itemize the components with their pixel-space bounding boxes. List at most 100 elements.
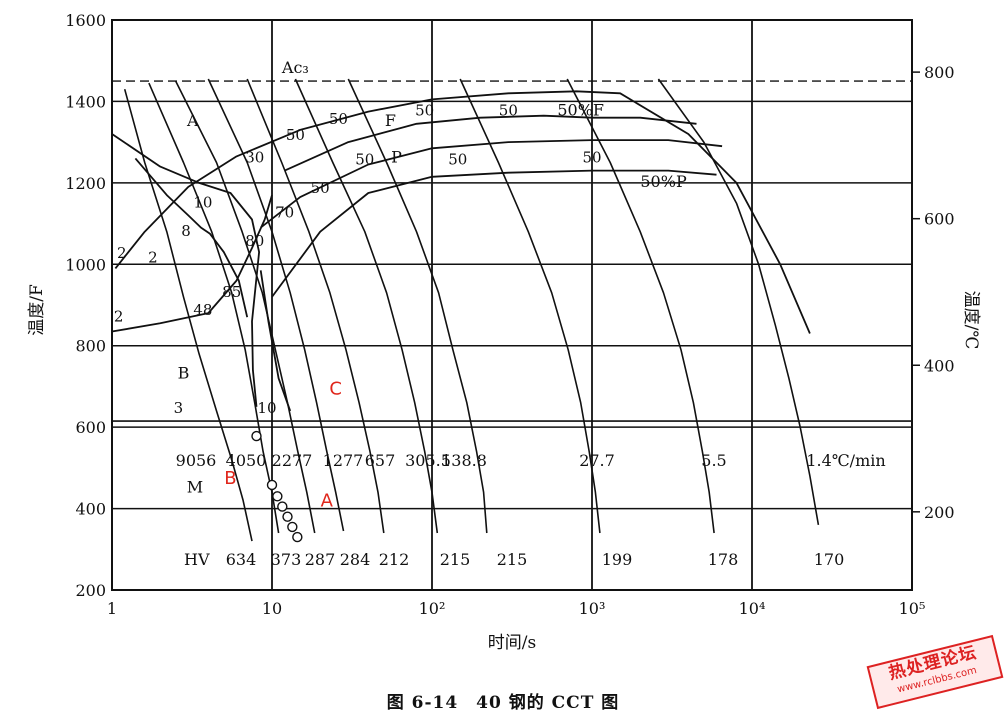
cooling-curve bbox=[459, 78, 601, 534]
cooling-rate-label: 27.7 bbox=[579, 451, 615, 470]
phase-boundary bbox=[260, 139, 723, 229]
percent-label: 50 bbox=[311, 179, 330, 197]
percent-label: 50 bbox=[329, 110, 348, 128]
y-tick-label-left: 1600 bbox=[65, 11, 106, 30]
y-tick-label-left: 1200 bbox=[65, 174, 106, 193]
phase-label: P bbox=[391, 148, 402, 167]
marker-point bbox=[287, 521, 298, 533]
percent-label: 48 bbox=[193, 301, 212, 319]
x-axis-label: 时间/s bbox=[488, 633, 536, 653]
x-tick-label: 10³ bbox=[579, 599, 606, 618]
y-tick-label-right: 600 bbox=[924, 210, 955, 229]
cooling-rate-label: 9056 bbox=[176, 451, 217, 470]
percent-label: 10 bbox=[257, 399, 276, 417]
hardness-value: 215 bbox=[440, 550, 471, 569]
cooling-rate-label: 1277 bbox=[323, 451, 364, 470]
percent-label: 2 bbox=[114, 307, 124, 325]
percent-label: 10 bbox=[193, 193, 212, 211]
y-tick-label-right: 400 bbox=[924, 356, 955, 375]
percent-label: 8 bbox=[181, 222, 191, 240]
phase-boundary bbox=[271, 169, 717, 298]
cooling-curves bbox=[123, 78, 820, 542]
percent-label: 50 bbox=[415, 102, 434, 120]
y-tick-label-right: 200 bbox=[924, 503, 955, 522]
y-tick-label-left: 200 bbox=[75, 581, 106, 600]
cooling-curve bbox=[207, 78, 345, 532]
phase-boundary bbox=[284, 114, 697, 172]
grid bbox=[112, 20, 920, 590]
phase-label: 50%F bbox=[557, 101, 604, 120]
percent-label: 2 bbox=[148, 248, 158, 266]
percent-label: 3 bbox=[174, 399, 184, 417]
percent-label: 50 bbox=[582, 149, 601, 167]
hardness-value: 178 bbox=[708, 550, 739, 569]
percent-label: 50 bbox=[448, 151, 467, 169]
percent-label: 2 bbox=[117, 244, 127, 262]
hardness-value: 212 bbox=[379, 550, 410, 569]
marker-points bbox=[251, 430, 303, 543]
cooling-curve bbox=[246, 78, 385, 534]
reference-lines bbox=[112, 80, 912, 422]
y-tick-label-left: 1400 bbox=[65, 92, 106, 111]
hardness-value: 373 bbox=[271, 550, 302, 569]
phase-label: A bbox=[186, 111, 199, 130]
percent-label: 70 bbox=[275, 203, 294, 221]
red-annotation: B bbox=[224, 468, 236, 489]
phase-label: F bbox=[385, 111, 396, 130]
hardness-value: 634 bbox=[226, 550, 257, 569]
cooling-rate-label: 4050 bbox=[226, 451, 267, 470]
hardness-value: 287 bbox=[305, 550, 336, 569]
cooling-curve bbox=[566, 78, 715, 534]
marker-point bbox=[277, 501, 288, 512]
cooling-curve bbox=[657, 78, 820, 526]
x-tick-label: 1 bbox=[107, 599, 117, 618]
hardness-value: 215 bbox=[497, 550, 528, 569]
phase-label: Ac₃ bbox=[281, 58, 309, 77]
marker-point bbox=[272, 491, 283, 502]
plot-frame bbox=[111, 19, 913, 591]
phase-boundary bbox=[111, 194, 273, 333]
phase-boundary bbox=[111, 133, 260, 407]
marker-point bbox=[282, 511, 293, 522]
y-axis-label-left: 温度/F bbox=[27, 284, 47, 336]
y-tick-label-left: 400 bbox=[75, 500, 106, 519]
x-tick-label: 10² bbox=[419, 599, 446, 618]
cooling-rate-label: 305.5 bbox=[405, 451, 451, 470]
cooling-rate-label: 657 bbox=[365, 451, 396, 470]
x-tick-label: 10 bbox=[262, 599, 282, 618]
phase-boundary bbox=[114, 90, 811, 334]
hardness-value: 199 bbox=[602, 550, 633, 569]
phase-label: 50%P bbox=[640, 172, 687, 191]
hardness-prefix: HV bbox=[184, 550, 210, 569]
cooling-curve bbox=[347, 78, 488, 534]
cooling-rate-label: 2277 bbox=[272, 451, 313, 470]
marker-point bbox=[266, 479, 278, 491]
percent-label: 50 bbox=[499, 102, 518, 120]
y-tick-label-right: 800 bbox=[924, 63, 955, 82]
phase-label: B bbox=[178, 363, 190, 382]
cooling-rate-label: 5.5 bbox=[701, 451, 726, 470]
phase-boundary bbox=[259, 270, 292, 412]
phase-boundaries bbox=[111, 90, 811, 412]
percent-label: 30 bbox=[245, 149, 264, 167]
figure-caption: 图 6-14 40 钢的 CCT 图 bbox=[386, 693, 620, 713]
y-tick-label-left: 800 bbox=[75, 337, 106, 356]
marker-point bbox=[292, 531, 303, 543]
red-annotation: A bbox=[321, 491, 334, 512]
hardness-value: 284 bbox=[340, 550, 371, 569]
y-tick-label-left: 1000 bbox=[65, 255, 106, 274]
cooling-curve bbox=[294, 78, 439, 534]
phase-boundary bbox=[134, 157, 249, 318]
percent-label: 50 bbox=[286, 126, 305, 144]
phase-label: M bbox=[187, 477, 203, 496]
y-axis-label-right: 温度/℃ bbox=[961, 291, 981, 350]
hardness-value: 170 bbox=[814, 550, 845, 569]
percent-label: 50 bbox=[355, 151, 374, 169]
chart-labels: 1 10 10² 10³ 10⁴ 10⁵ 200 400 600 800 1000 1200 1400 1… bbox=[27, 11, 981, 653]
percent-label: 80 bbox=[245, 232, 264, 250]
cooling-curve bbox=[148, 82, 280, 534]
cooling-curve bbox=[123, 88, 253, 542]
x-tick-label: 10⁵ bbox=[899, 599, 926, 618]
cooling-rate-label: 1.4℃/min bbox=[806, 451, 885, 470]
cooling-curve bbox=[174, 80, 316, 534]
